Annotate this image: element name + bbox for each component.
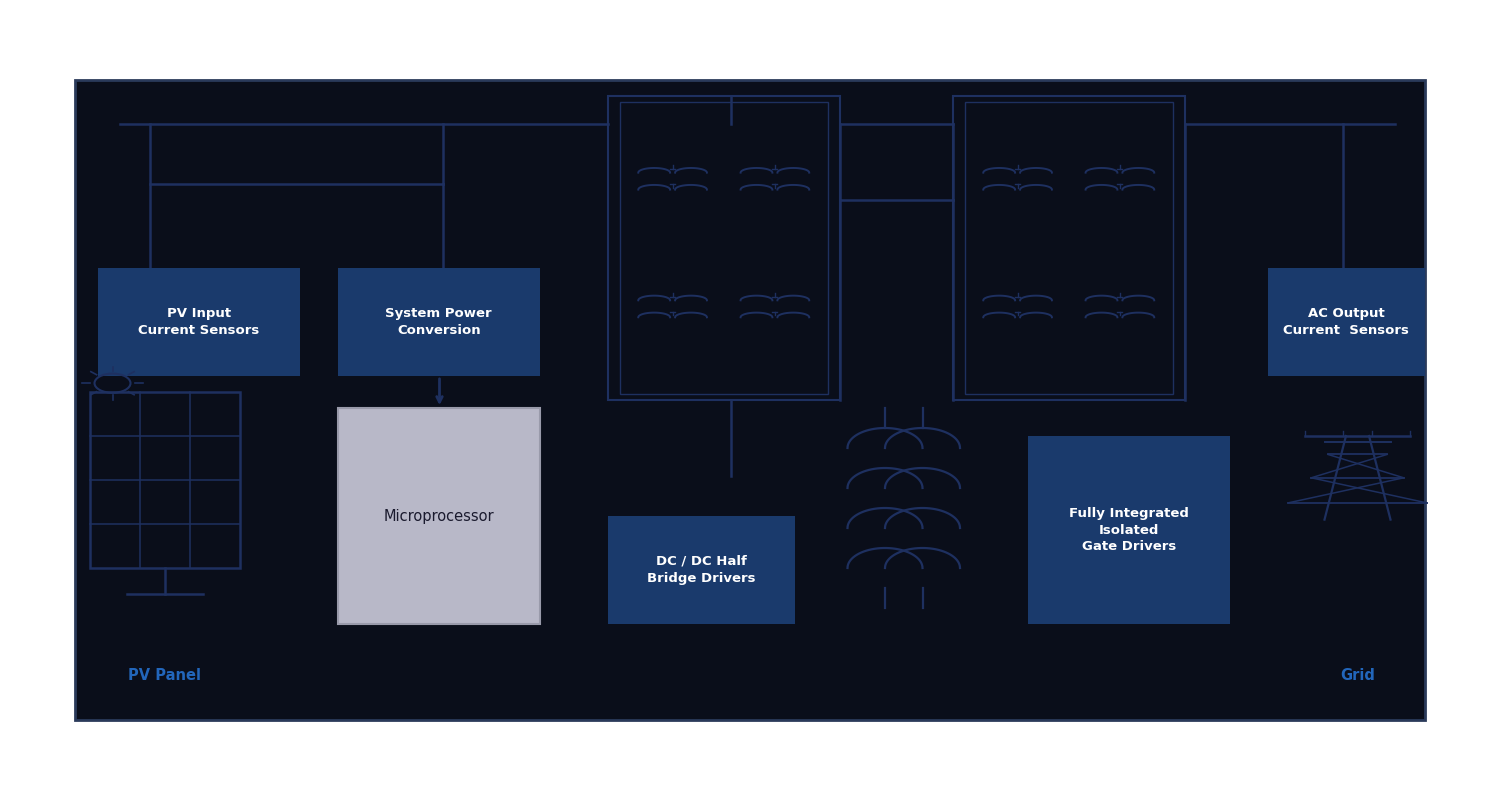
Text: AC Output
Current  Sensors: AC Output Current Sensors [1284,307,1408,337]
Text: Microprocessor: Microprocessor [384,509,494,523]
Bar [338,268,540,376]
Bar [98,268,300,376]
Bar [620,102,828,394]
Text: Grid: Grid [1340,669,1376,683]
Bar [608,96,840,400]
Text: PV Input
Current Sensors: PV Input Current Sensors [138,307,260,337]
Bar [1028,436,1230,624]
Text: DC / DC Half
Bridge Drivers: DC / DC Half Bridge Drivers [646,555,756,585]
Bar [1268,268,1425,376]
Bar [608,516,795,624]
Bar [75,80,1425,720]
Bar [952,96,1185,400]
Bar [964,102,1173,394]
Text: Fully Integrated
Isolated
Gate Drivers: Fully Integrated Isolated Gate Drivers [1070,506,1188,554]
Text: PV Panel: PV Panel [129,669,201,683]
Bar [90,392,240,568]
Text: System Power
Conversion: System Power Conversion [386,307,492,337]
Bar [338,408,540,624]
